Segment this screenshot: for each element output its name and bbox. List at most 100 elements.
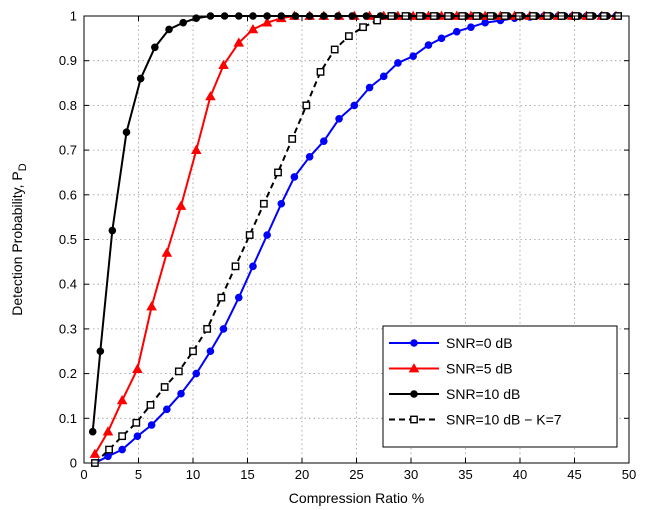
data-point bbox=[96, 347, 105, 356]
x-tick-label: 40 bbox=[513, 467, 527, 482]
data-point bbox=[263, 231, 271, 239]
y-axis-label-main: Detection Probability, P bbox=[9, 171, 25, 315]
data-point bbox=[218, 59, 229, 70]
data-point bbox=[261, 17, 273, 27]
y-tick-label: 0.2 bbox=[59, 366, 77, 381]
data-point bbox=[206, 347, 215, 356]
data-point bbox=[437, 34, 446, 43]
data-point bbox=[344, 32, 353, 41]
y-tick-label: 0 bbox=[70, 456, 77, 471]
data-point bbox=[233, 37, 245, 47]
data-point bbox=[192, 369, 201, 378]
x-tick-label: 15 bbox=[240, 467, 254, 482]
legend: SNR=0 dB SNR=5 dB SNR=10 dB SNR=10 dB − K=7 bbox=[382, 325, 618, 448]
data-point bbox=[247, 24, 259, 34]
data-point bbox=[259, 199, 268, 208]
y-tick-label: 0.8 bbox=[59, 98, 77, 113]
data-point bbox=[305, 153, 314, 161]
data-point bbox=[481, 18, 489, 27]
data-point bbox=[179, 18, 187, 27]
data-point bbox=[122, 128, 131, 137]
data-point bbox=[174, 367, 183, 376]
data-point bbox=[116, 395, 128, 405]
data-point bbox=[410, 390, 418, 398]
data-point bbox=[165, 25, 173, 34]
data-point bbox=[379, 72, 388, 81]
legend-label: SNR=5 dB bbox=[446, 361, 513, 377]
data-point bbox=[350, 101, 359, 110]
legend-entry: SNR=10 dB bbox=[389, 386, 520, 402]
data-point bbox=[330, 45, 339, 54]
data-point bbox=[316, 67, 325, 76]
data-point bbox=[452, 27, 461, 36]
data-point bbox=[424, 41, 433, 49]
data-point bbox=[190, 144, 202, 154]
x-tick-label: 25 bbox=[349, 467, 363, 482]
x-tick-label: 20 bbox=[295, 467, 309, 482]
y-tick-label: 0.5 bbox=[59, 232, 77, 247]
data-point bbox=[394, 59, 402, 67]
data-point bbox=[217, 293, 226, 302]
legend-label: SNR=0 dB bbox=[446, 335, 513, 351]
data-point bbox=[288, 135, 297, 143]
x-tick-label: 0 bbox=[80, 467, 87, 482]
x-tick-label: 35 bbox=[458, 467, 472, 482]
data-point bbox=[302, 101, 311, 110]
data-point bbox=[175, 200, 187, 210]
data-point bbox=[161, 247, 173, 257]
data-point bbox=[89, 448, 101, 458]
data-point bbox=[231, 262, 240, 271]
data-point bbox=[290, 173, 299, 181]
y-axis-label-subscript: D bbox=[17, 163, 29, 171]
data-point bbox=[189, 347, 197, 356]
y-tick-label: 0.6 bbox=[59, 187, 77, 202]
series-line bbox=[94, 15, 619, 464]
data-point bbox=[320, 137, 328, 145]
x-axis-label: Compression Ratio % bbox=[289, 490, 424, 506]
data-point bbox=[132, 418, 141, 427]
x-tick-label: 50 bbox=[622, 467, 636, 482]
data-point bbox=[118, 445, 126, 454]
data-point bbox=[163, 405, 171, 414]
data-point bbox=[277, 199, 286, 208]
data-point bbox=[160, 383, 169, 391]
ticks: 0 5 10 15 20 25 30 35 40 45 50 0 0.1 0.2 0.3 0.4 0.5 0.6 0… bbox=[59, 9, 636, 483]
data-point bbox=[133, 432, 142, 440]
x-tick-label: 30 bbox=[404, 467, 418, 482]
data-point bbox=[136, 74, 145, 83]
grid bbox=[84, 16, 629, 463]
data-point bbox=[467, 23, 475, 31]
data-point bbox=[245, 231, 254, 239]
legend-entry: SNR=5 dB bbox=[389, 361, 513, 377]
x-tick-label: 10 bbox=[186, 467, 200, 482]
data-point bbox=[249, 262, 257, 271]
y-tick-label: 1 bbox=[70, 9, 77, 24]
data-point bbox=[205, 91, 216, 101]
data-point bbox=[410, 415, 418, 424]
y-tick-label: 0.4 bbox=[59, 277, 77, 292]
data-point bbox=[151, 43, 159, 52]
data-point bbox=[146, 301, 157, 311]
data-point bbox=[132, 363, 143, 373]
data-point bbox=[108, 226, 117, 235]
y-tick-label: 0.3 bbox=[59, 321, 77, 336]
data-point bbox=[408, 363, 420, 373]
data-point bbox=[219, 325, 228, 333]
legend-label: SNR=10 dB − K=7 bbox=[446, 412, 562, 428]
data-point bbox=[118, 432, 127, 441]
data-point bbox=[234, 293, 243, 302]
legend-label: SNR=10 dB bbox=[446, 386, 520, 402]
data-point bbox=[177, 389, 185, 398]
data-point bbox=[409, 52, 417, 61]
data-point bbox=[146, 400, 155, 409]
x-tick-label: 5 bbox=[135, 467, 142, 482]
legend-box bbox=[382, 325, 618, 448]
legend-entry: SNR=10 dB − K=7 bbox=[389, 412, 562, 428]
data-point bbox=[335, 115, 343, 123]
data-point bbox=[147, 421, 156, 429]
y-axis-label: Detection Probability, PD bbox=[9, 163, 29, 315]
data-point bbox=[88, 427, 97, 436]
data-point bbox=[365, 83, 374, 92]
data-point bbox=[410, 339, 418, 347]
